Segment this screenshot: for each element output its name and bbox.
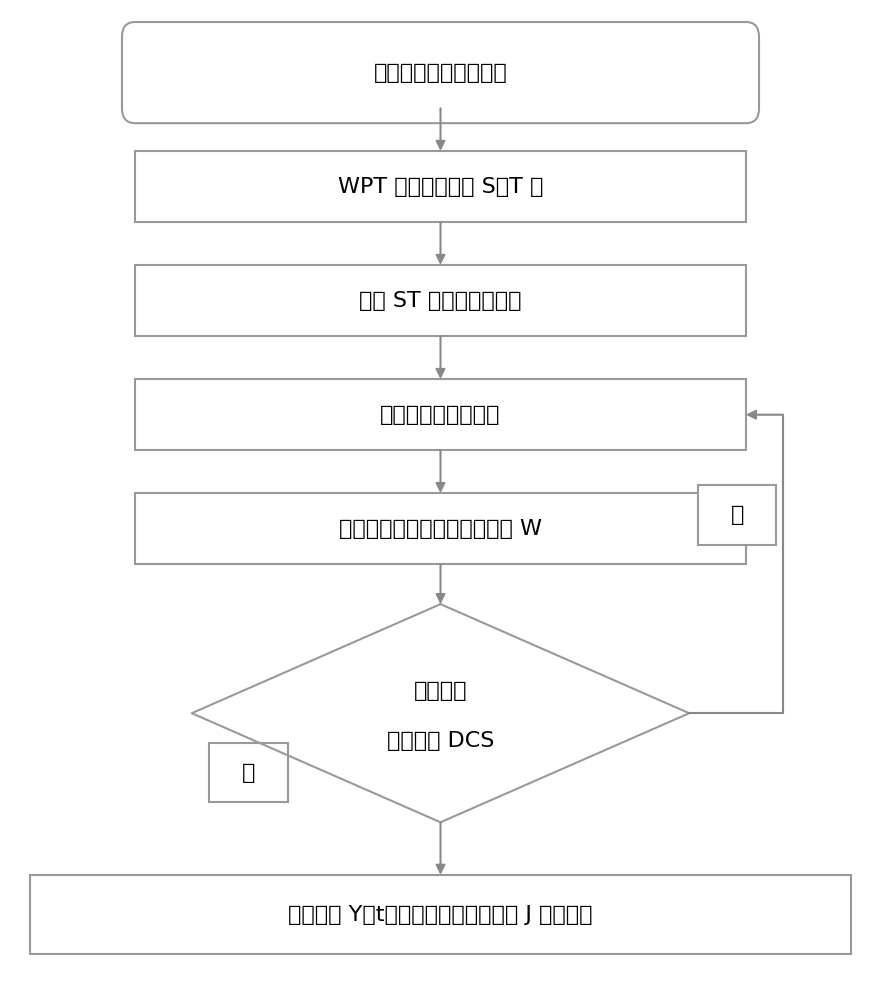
Text: WPT 分解重构定位 S、T 点: WPT 分解重构定位 S、T 点 [337,177,544,197]
Bar [135,265,746,336]
Bar [30,875,851,954]
Text: 是否满足: 是否满足 [414,681,467,701]
Bar [135,493,746,564]
Bar [135,151,746,222]
Text: 否: 否 [730,505,744,525]
Polygon shape [192,604,689,822]
Bar [210,743,288,802]
Text: 吉文斯旋转矩阵作为分离矩阵 W: 吉文斯旋转矩阵作为分离矩阵 W [339,519,542,539]
FancyBboxPatch shape [122,22,759,123]
Bar [698,485,776,545]
Bar [135,379,746,450]
Text: 截取 ST 段得到观测信号: 截取 ST 段得到观测信号 [359,291,522,311]
Text: 白化预处理观测信号: 白化预处理观测信号 [381,405,500,425]
Text: 是: 是 [241,763,255,783]
Text: 分离信号 Y（t）（其中一个分量即为 J 波信号）: 分离信号 Y（t）（其中一个分量即为 J 波信号） [288,905,593,925]
Text: 获取十二导联观测信号: 获取十二导联观测信号 [374,63,507,83]
Text: 分离准则 DCS: 分离准则 DCS [387,731,494,751]
